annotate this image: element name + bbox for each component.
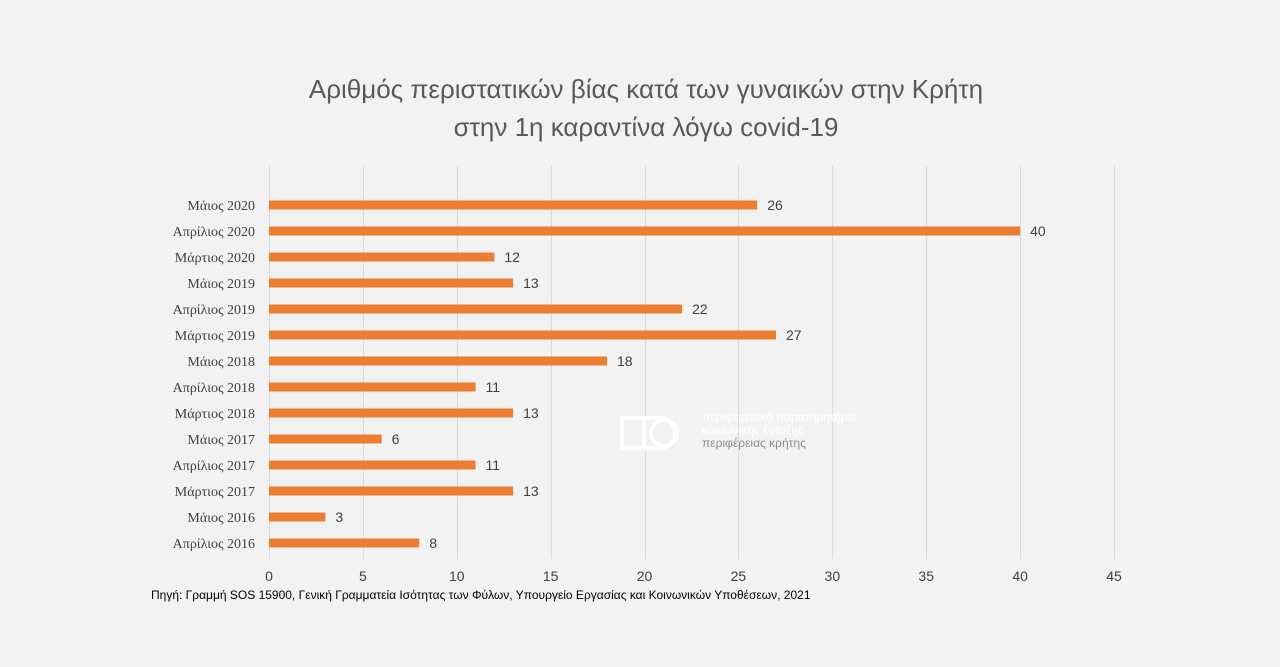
bar	[269, 434, 382, 444]
category-label: Μάιος 2018	[187, 355, 255, 370]
category-label: Μάιος 2017	[187, 433, 255, 448]
category-label: Μάρτιος 2018	[175, 407, 255, 422]
watermark-line-2: κοινωνικής ένταξης	[702, 423, 804, 437]
bar	[269, 460, 476, 470]
category-label: Μάιος 2019	[187, 277, 255, 292]
category-label: Απρίλιος 2016	[173, 537, 255, 552]
data-label: 13	[523, 405, 539, 421]
x-tick-label: 30	[825, 568, 841, 584]
data-label: 13	[523, 483, 539, 499]
chart-title-line-2: στην 1η καραντίνα λόγω covid-19	[453, 112, 839, 142]
x-tick-label: 10	[449, 568, 465, 584]
bar	[269, 304, 683, 314]
bar	[269, 408, 514, 418]
x-tick-label: 25	[731, 568, 747, 584]
category-label: Απρίλιος 2020	[173, 225, 255, 240]
data-label: 18	[617, 353, 633, 369]
data-label: 26	[767, 197, 783, 213]
source-note: Πηγή: Γραμμή SOS 15900, Γενική Γραμματεί…	[151, 588, 811, 602]
bar	[269, 330, 776, 340]
x-tick-label: 20	[637, 568, 653, 584]
bar	[269, 538, 420, 548]
x-tick-label: 40	[1012, 568, 1028, 584]
watermark-line-1: περιφερειακό παρατηρητήριο	[702, 410, 858, 424]
data-label: 13	[523, 275, 539, 291]
bar	[269, 356, 607, 366]
data-label: 3	[335, 509, 343, 525]
category-label: Μάιος 2016	[187, 511, 255, 526]
data-label: 12	[504, 249, 520, 265]
watermark-line-3: περιφέρειας κρήτης	[702, 436, 806, 450]
chart-title: Αριθμός περιστατικών βίας κατά των γυναι…	[0, 70, 1280, 146]
chart-title-line-1: Αριθμός περιστατικών βίας κατά των γυναι…	[308, 74, 984, 104]
x-tick-label: 45	[1106, 568, 1122, 584]
bar	[269, 226, 1021, 236]
data-label: 8	[429, 535, 437, 551]
category-label: Μάρτιος 2020	[175, 251, 255, 266]
observatory-logo-icon	[620, 416, 679, 450]
x-tick-label: 5	[359, 568, 367, 584]
data-label: 6	[392, 431, 400, 447]
bar	[269, 486, 514, 496]
bar	[269, 278, 514, 288]
data-label: 11	[486, 379, 501, 395]
category-label: Απρίλιος 2019	[173, 303, 255, 318]
x-tick-label: 0	[265, 568, 273, 584]
data-label: 22	[692, 301, 708, 317]
category-label: Απρίλιος 2017	[173, 459, 255, 474]
category-label: Απρίλιος 2018	[173, 381, 255, 396]
data-label: 40	[1030, 223, 1046, 239]
data-label: 11	[486, 457, 501, 473]
category-label: Μάιος 2020	[187, 199, 255, 214]
bar	[269, 252, 495, 262]
category-label: Μάρτιος 2019	[175, 329, 255, 344]
watermark: περιφερειακό παρατηρητήριο κοινωνικής έν…	[620, 410, 890, 456]
x-tick-label: 15	[543, 568, 559, 584]
bar	[269, 200, 758, 210]
x-tick-label: 35	[918, 568, 934, 584]
bar	[269, 382, 476, 392]
data-label: 27	[786, 327, 802, 343]
category-label: Μάρτιος 2017	[175, 485, 255, 500]
bar	[269, 512, 326, 522]
